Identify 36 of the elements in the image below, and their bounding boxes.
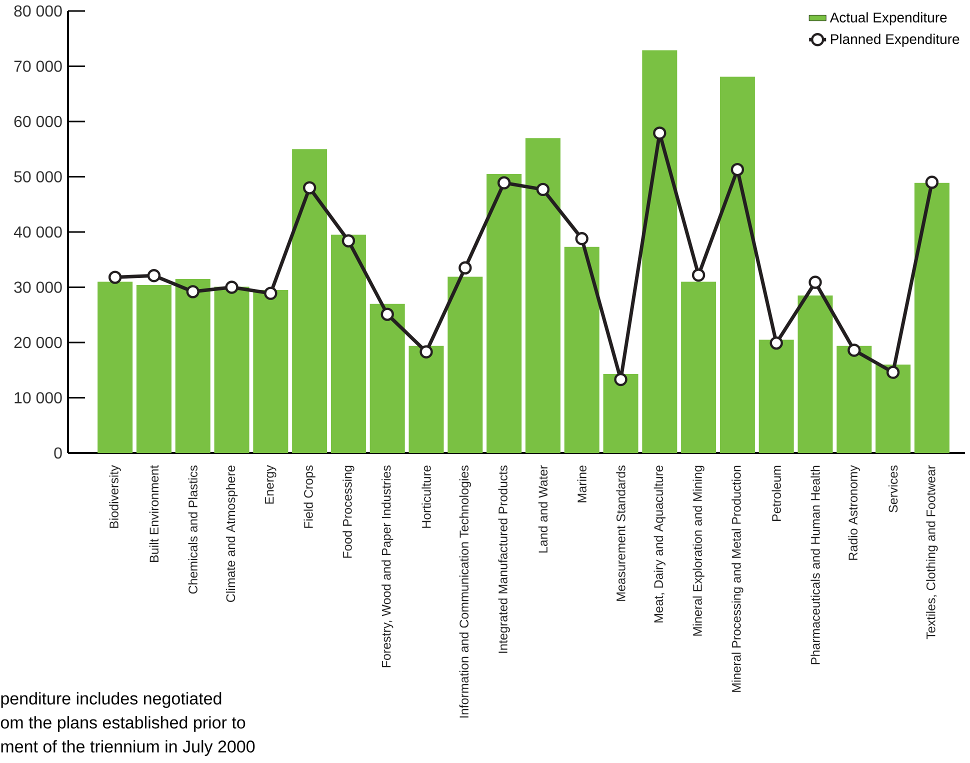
x-tick-label: Textiles, Clothing and Footwear [926, 465, 938, 640]
legend-label: Actual Expenditure [830, 12, 947, 26]
y-tick-label: 50 000 [14, 171, 62, 182]
x-tick-label: Biodiversity [109, 465, 121, 528]
text: ment of the triennium in July 2000 [1, 740, 255, 756]
y-tick-label: 80 000 [14, 5, 62, 17]
x-tick-label: Pharmaceuticals and Human Health [810, 466, 820, 664]
x-tick-label: Land and Water [538, 465, 548, 552]
x-tick-label: Built Environment [149, 465, 159, 562]
x-tick-label: Marine [577, 466, 586, 502]
y-tick-label: 70 000 [14, 60, 62, 72]
x-tick-label: Field Crops [304, 465, 316, 528]
x-tick-label: Energy [265, 465, 276, 504]
x-tick-label: Mineral Exploration and Mining [692, 466, 704, 636]
y-tick-label: 30 000 [14, 282, 62, 293]
x-tick-label: Petroleum [772, 466, 781, 521]
y-tick-label: 10 000 [14, 392, 62, 404]
y-tick-label: 40 000 [14, 226, 62, 238]
text: penditure includes negotiated [1, 692, 222, 708]
x-tick-label: Radio Astronomy [848, 465, 860, 560]
x-tick-label: Food Processing [342, 466, 354, 558]
x-tick-label: Forestry, Wood and Paper Industries [382, 465, 394, 668]
x-tick-label: Chemicals and Plastics [188, 466, 198, 594]
x-tick-label: Horticulture [422, 466, 431, 528]
x-tick-label: Mineral Processing and Metal Production [732, 466, 744, 692]
x-tick-label: Information and Communication Technologies [459, 466, 471, 718]
y-tick-label: 0 [54, 447, 62, 459]
x-tick-label: Services [888, 465, 898, 512]
x-tick-label: Integrated Manufactured Products [498, 466, 510, 653]
x-tick-label: Measurement Standards [616, 466, 626, 601]
x-tick-label: Climate and Atmosphere [226, 466, 238, 602]
legend-label: Planned Expenditure [831, 34, 960, 47]
y-tick-label: 60 000 [14, 116, 62, 128]
x-tick-label: Meat, Dairy and Aquaculture [654, 466, 666, 622]
y-tick-label: 20 000 [14, 336, 62, 348]
text: om the plans established prior to [0, 716, 246, 732]
